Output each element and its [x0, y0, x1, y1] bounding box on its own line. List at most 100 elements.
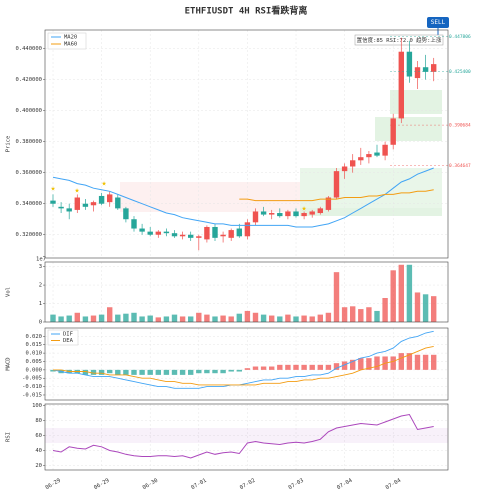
- volume-bar: [382, 298, 388, 322]
- star: ★: [75, 186, 80, 195]
- x-tick-label: 06-30: [142, 478, 159, 491]
- volume-bar: [204, 314, 210, 322]
- x-tick-label: 07-01: [190, 478, 207, 491]
- volume-bar: [98, 314, 105, 322]
- volume-bar: [252, 312, 259, 322]
- macd-bar: [115, 369, 121, 375]
- volume-bar: [317, 314, 323, 322]
- macd-bar: [147, 369, 153, 375]
- macd-line: [52, 330, 434, 389]
- candle-body: [293, 211, 299, 217]
- macd-bar: [179, 369, 186, 375]
- candle-body: [82, 203, 89, 207]
- macd-bar: [325, 364, 332, 370]
- volume-bar: [115, 314, 121, 322]
- volume-bar: [220, 315, 226, 322]
- volume-bar: [50, 314, 56, 322]
- volume-bar: [163, 316, 170, 322]
- macd-bar: [139, 369, 145, 375]
- candle-body: [139, 228, 145, 232]
- volume-bar: [390, 270, 396, 322]
- legend-label: MA60: [64, 42, 77, 48]
- macd-bar: [414, 354, 421, 370]
- volume-bar: [171, 314, 178, 322]
- macd-bar: [260, 366, 267, 370]
- volume-bar: [341, 307, 348, 322]
- candle-body: [188, 234, 194, 238]
- macd-bar: [131, 369, 137, 375]
- rsi-band: [45, 428, 448, 443]
- y-tick-label: 0.015: [25, 342, 42, 348]
- macd-bar: [82, 369, 89, 375]
- ma-line: [52, 167, 434, 228]
- x-tick-label: 06-29: [45, 478, 62, 491]
- volume-bar: [422, 294, 429, 322]
- y-tick-label: 0.320000: [16, 232, 43, 238]
- y-tick-label: 60: [35, 433, 42, 439]
- macd-bar: [406, 353, 413, 370]
- volume-bar: [374, 310, 380, 322]
- macd-bar: [333, 363, 340, 370]
- chart-title: ETHFIUSDT 4H RSI看跌背离: [185, 5, 308, 17]
- candle-body: [285, 211, 291, 217]
- y-tick-label: 0.400000: [16, 108, 43, 114]
- y-tick-label: 0.360000: [16, 170, 43, 176]
- sell-badge: [427, 17, 449, 28]
- x-tick-label: 06-29: [93, 478, 110, 491]
- y-tick-label: 20: [35, 463, 42, 469]
- zone: [300, 208, 442, 216]
- candle-body: [422, 67, 429, 72]
- zone: [300, 168, 442, 208]
- volume-bar: [431, 296, 437, 322]
- y-axis-label: MACD: [6, 357, 12, 370]
- volume-bar: [406, 264, 413, 322]
- candle-body: [252, 211, 259, 223]
- candle-body: [107, 194, 113, 203]
- y-tick-label: 1: [39, 301, 42, 307]
- volume-bar: [188, 316, 194, 322]
- volume-bar: [179, 316, 186, 322]
- y-tick-label: 0.420000: [16, 77, 43, 83]
- volume-bar: [260, 314, 267, 322]
- volume-bar: [277, 316, 283, 322]
- zone: [390, 90, 442, 114]
- candle-body: [260, 211, 267, 215]
- price-level-label: 0.364647: [449, 163, 471, 169]
- macd-bar: [285, 364, 291, 370]
- candle-body: [341, 166, 348, 172]
- panel-frame: [44, 327, 449, 401]
- candle-body: [382, 144, 388, 156]
- volume-bar: [244, 310, 251, 322]
- candle-body: [317, 208, 323, 214]
- candle-body: [325, 197, 332, 210]
- candle-body: [58, 206, 64, 209]
- x-tick-label: 07-04: [385, 477, 403, 491]
- macd-bar: [123, 369, 129, 375]
- macd-bar: [98, 369, 105, 375]
- sell-label: SELL: [431, 19, 446, 26]
- macd-bar: [236, 369, 242, 372]
- volume-bar: [90, 315, 97, 322]
- candle-body: [366, 154, 372, 158]
- scale-label: 1e7: [36, 257, 46, 263]
- y-axis-label: Price: [6, 136, 12, 153]
- candle-body: [155, 231, 161, 235]
- candle-body: [406, 51, 413, 77]
- candle-body: [277, 213, 283, 217]
- macd-bar: [350, 359, 356, 370]
- macd-bar: [204, 369, 210, 374]
- candle-body: [228, 230, 234, 238]
- candle-body: [390, 118, 396, 145]
- candle-body: [309, 211, 315, 215]
- candle-body: [90, 202, 97, 206]
- macd-bar: [188, 369, 194, 375]
- rsi-line: [52, 413, 434, 459]
- y-tick-label: 0.000: [25, 367, 42, 373]
- ma-line: [239, 189, 434, 202]
- y-tick-label: -0.015: [22, 392, 42, 398]
- legend-label: MA20: [64, 35, 77, 41]
- macd-bar: [277, 364, 283, 370]
- macd-bar: [244, 368, 251, 370]
- volume-bar: [66, 315, 72, 322]
- zone: [120, 182, 300, 212]
